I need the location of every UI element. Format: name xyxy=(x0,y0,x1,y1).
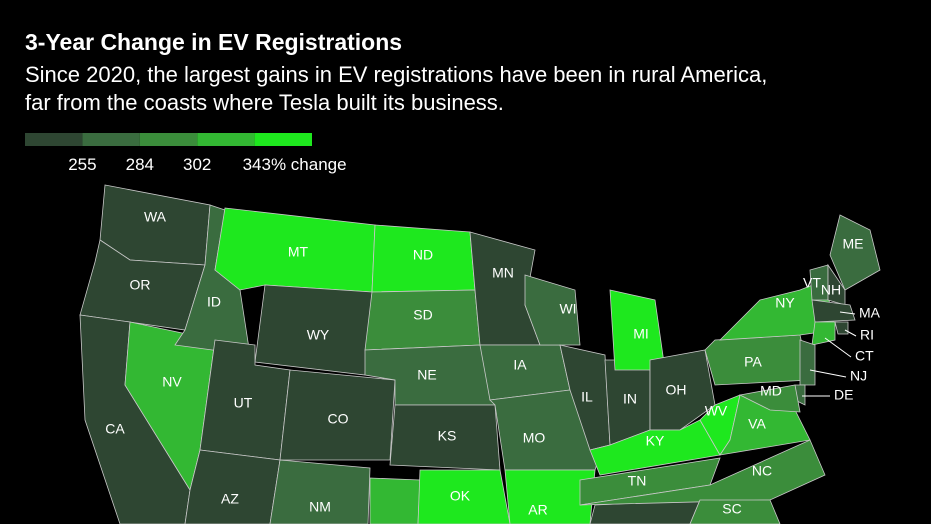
callout-line xyxy=(839,311,856,315)
state-label: NE xyxy=(417,367,436,383)
state-label: VT xyxy=(803,275,821,291)
subtitle: Since 2020, the largest gains in EV regi… xyxy=(25,62,767,87)
state-label: KS xyxy=(438,428,457,444)
state-label: OK xyxy=(450,488,471,504)
legend-swatch xyxy=(197,133,255,146)
state-shape xyxy=(649,349,716,431)
state-label: NJ xyxy=(850,368,867,384)
state-label: NH xyxy=(821,282,841,298)
state-label: PA xyxy=(744,354,762,370)
state-label: WA xyxy=(144,209,167,225)
state-label: WY xyxy=(307,327,330,343)
state-label: CO xyxy=(328,411,349,427)
state-shape xyxy=(689,499,781,524)
legend-swatch xyxy=(25,133,83,146)
state-label: NY xyxy=(775,295,795,311)
state-label: CA xyxy=(105,421,125,437)
state-label: ID xyxy=(207,294,221,310)
state-shape xyxy=(184,449,281,524)
state-shape xyxy=(834,321,849,335)
callout-line xyxy=(809,369,847,378)
state-label: WI xyxy=(559,301,576,317)
legend-swatch xyxy=(82,133,140,146)
title: 3-Year Change in EV Registrations xyxy=(25,29,402,55)
legend: 255 284 302 343% change xyxy=(25,133,347,174)
state-shape xyxy=(799,339,816,386)
state-shape xyxy=(738,384,801,413)
state-shape xyxy=(589,419,721,476)
legend-label: 302 xyxy=(183,155,211,174)
state-label: UT xyxy=(234,395,253,411)
state-label: RI xyxy=(860,327,874,343)
state-label: OH xyxy=(666,382,687,398)
state-label: IN xyxy=(623,391,637,407)
state-label: AZ xyxy=(221,491,239,507)
state-label: IA xyxy=(513,357,527,373)
state-shape xyxy=(829,214,881,291)
state-label: AR xyxy=(528,502,547,518)
state-label: MI xyxy=(633,326,649,342)
state-label: NC xyxy=(752,463,772,479)
state-shape xyxy=(369,477,421,524)
callout-line xyxy=(844,329,857,337)
state-label: CT xyxy=(855,348,874,364)
state-label: IL xyxy=(581,389,593,405)
state-shape xyxy=(417,469,511,524)
state-label: NM xyxy=(309,499,331,515)
legend-swatch xyxy=(254,133,312,146)
state-label: MN xyxy=(492,265,514,281)
state-label: MA xyxy=(859,305,881,321)
map xyxy=(79,184,881,524)
state-label: TN xyxy=(628,473,647,489)
state-label: SD xyxy=(413,307,432,323)
state-label: DE xyxy=(834,387,853,403)
legend-label: 284 xyxy=(126,155,154,174)
state-label: ND xyxy=(413,247,433,263)
state-shape xyxy=(504,469,596,524)
state-shape xyxy=(811,321,836,346)
state-label: SC xyxy=(722,501,741,517)
state-label: MT xyxy=(288,244,309,260)
state-shape xyxy=(279,369,396,461)
state-label: MD xyxy=(760,383,782,399)
state-shape xyxy=(811,299,856,323)
subtitle: far from the coasts where Tesla built it… xyxy=(25,90,504,115)
state-label: KY xyxy=(646,433,665,449)
legend-swatch xyxy=(139,133,198,146)
state-label: OR xyxy=(130,277,151,293)
state-label: VA xyxy=(748,416,766,432)
state-label: ME xyxy=(843,236,864,252)
callout-line xyxy=(824,337,852,358)
legend-label: 255 xyxy=(68,155,96,174)
state-shape xyxy=(269,459,371,524)
labels: WA OR CA NV ID MT WY UT AZ CO NM ND SD NE KS OK MN IA MO AR… xyxy=(105,209,880,518)
legend-label: 343% change xyxy=(243,155,347,174)
state-label: NV xyxy=(162,374,182,390)
state-label: WV xyxy=(705,403,728,419)
state-label: MO xyxy=(523,430,546,446)
